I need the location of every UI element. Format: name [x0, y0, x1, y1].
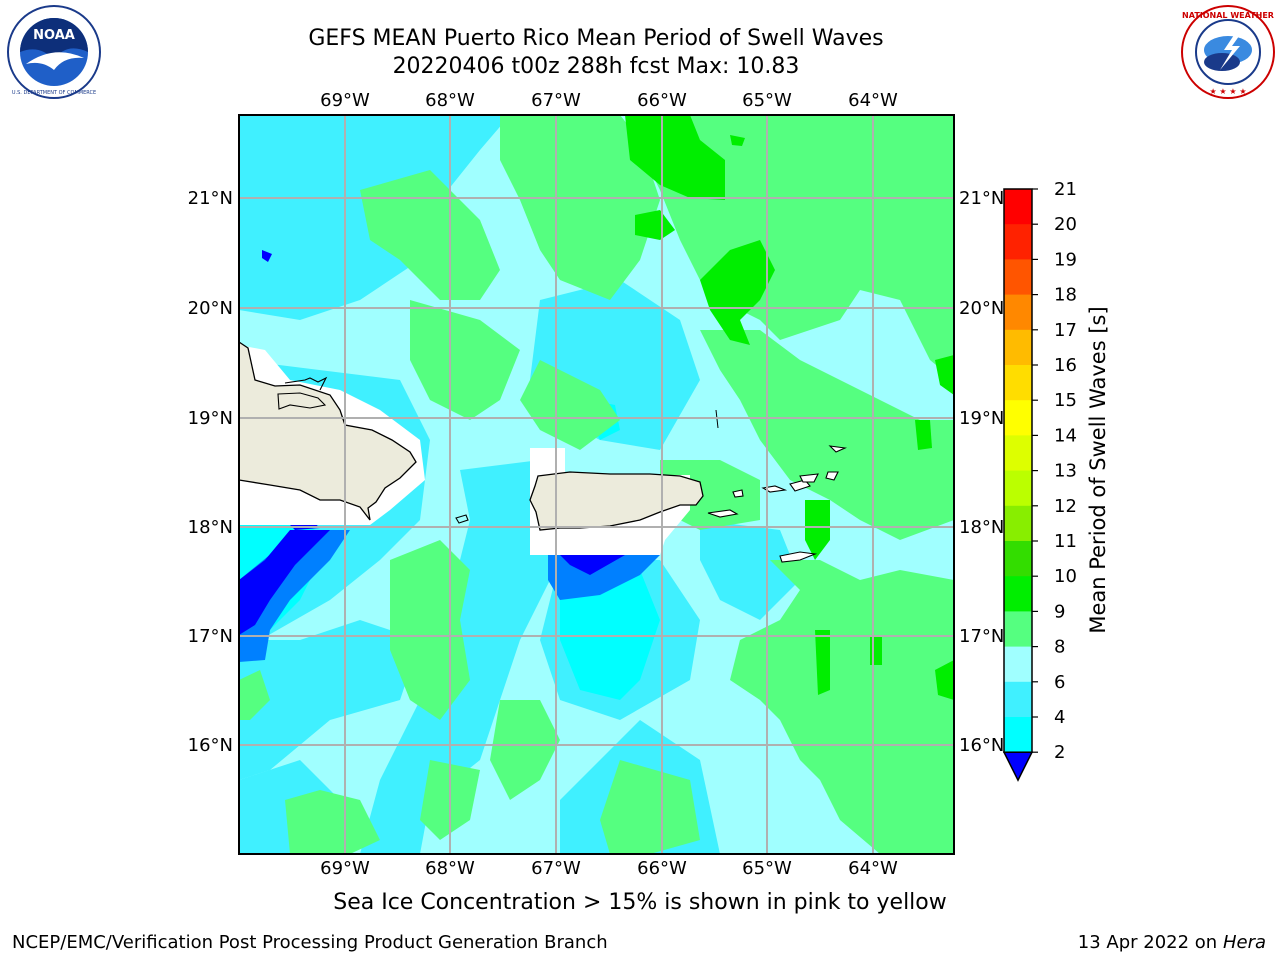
- svg-text:NOAA: NOAA: [33, 28, 75, 43]
- colorbar-tick-label: 21: [1054, 179, 1077, 200]
- virgin-islands: [707, 445, 848, 563]
- colorbar-segment: [1004, 365, 1032, 401]
- lon-label-bottom: 64°W: [848, 858, 898, 879]
- lat-label-right: 17°N: [959, 626, 1004, 647]
- lon-label-bottom: 69°W: [320, 858, 370, 879]
- lat-label-right: 21°N: [959, 188, 1004, 209]
- colorbar-tick-label: 4: [1054, 707, 1065, 728]
- colorbar-label: Mean Period of Swell Waves [s]: [1086, 306, 1110, 633]
- puerto-rico-land: [529, 471, 704, 531]
- lon-label-top: 67°W: [531, 90, 581, 111]
- colorbar-tick-label: 13: [1054, 461, 1077, 482]
- lat-label-left: 18°N: [188, 517, 233, 538]
- colorbar-segment: [1004, 646, 1032, 683]
- field-10-11s: [256, 115, 954, 700]
- lon-label-bottom: 66°W: [637, 858, 687, 879]
- colorbar-tick-label: 19: [1054, 249, 1077, 270]
- svg-text:★ ★ ★ ★: ★ ★ ★ ★: [1209, 87, 1246, 96]
- colorbar-tick-label: 15: [1054, 390, 1077, 411]
- noaa-logo: NOAA U.S. DEPARTMENT OF COMMERCE: [7, 5, 101, 99]
- colorbar-tick-label: 20: [1054, 214, 1077, 235]
- lon-label-top: 65°W: [742, 90, 792, 111]
- lon-label-top: 69°W: [320, 90, 370, 111]
- colorbar-segment: [1004, 470, 1032, 507]
- colorbar-segment: [1004, 681, 1032, 718]
- colorbar-tick-label: 14: [1054, 425, 1077, 446]
- lat-label-right: 20°N: [959, 298, 1004, 319]
- date-text: 13 Apr 2022 on Hera: [1078, 932, 1266, 953]
- map-subtitle: 20220406 t00z 288h fcst Max: 10.83: [392, 54, 800, 79]
- colorbar-segment: [1004, 541, 1032, 577]
- colorbar-segment: [1004, 435, 1032, 472]
- svg-text:NATIONAL WEATHER: NATIONAL WEATHER: [1182, 11, 1274, 20]
- lat-label-left: 21°N: [188, 188, 233, 209]
- colorbar-tick-label: 10: [1054, 566, 1077, 587]
- map-frame: [238, 114, 955, 855]
- lon-label-top: 66°W: [637, 90, 687, 111]
- lon-label-bottom: 67°W: [531, 858, 581, 879]
- lat-label-left: 16°N: [188, 735, 233, 756]
- colorbar-tick-label: 6: [1054, 672, 1065, 693]
- mona-island: [455, 514, 469, 524]
- lat-label-right: 19°N: [959, 408, 1004, 429]
- colorbar-segment: [1004, 294, 1032, 331]
- colorbar-tick-label: 12: [1054, 496, 1077, 517]
- lon-label-top: 68°W: [425, 90, 475, 111]
- colorbar: 21 20 19 18 17 16 15 14 13 12 11 10 9 8 6 4 2: [1002, 179, 1077, 782]
- hispaniola-north-coast: [277, 392, 327, 410]
- colorbar-tick-label: 8: [1054, 637, 1065, 658]
- lat-label-left: 17°N: [188, 626, 233, 647]
- lon-label-bottom: 65°W: [742, 858, 792, 879]
- colorbar-segment: [1004, 611, 1032, 648]
- svg-text:U.S. DEPARTMENT OF COMMERCE: U.S. DEPARTMENT OF COMMERCE: [12, 90, 96, 96]
- colorbar-segment: [1004, 189, 1032, 225]
- lat-label-left: 20°N: [188, 298, 233, 319]
- sea-ice-note: Sea Ice Concentration > 15% is shown in …: [333, 890, 947, 915]
- colorbar-segment: [1004, 329, 1032, 366]
- graticule: [239, 115, 954, 854]
- lon-label-top: 64°W: [848, 90, 898, 111]
- lat-label-right: 18°N: [959, 517, 1004, 538]
- tortuga-island: [284, 376, 328, 391]
- colorbar-tick-label: 17: [1054, 320, 1077, 341]
- colorbar-segment: [1004, 259, 1032, 296]
- credit-text: NCEP/EMC/Verification Post Processing Pr…: [12, 932, 608, 953]
- colorbar-extension: [1002, 751, 1034, 782]
- hispaniola-land: [239, 341, 417, 521]
- lat-label-right: 16°N: [959, 735, 1004, 756]
- lat-label-left: 19°N: [188, 408, 233, 429]
- colorbar-segment: [1004, 224, 1032, 260]
- nws-logo: NATIONAL WEATHER ★ ★ ★ ★: [1181, 5, 1275, 99]
- machine-name: Hera: [1222, 932, 1266, 953]
- colorbar-segment: [1004, 505, 1032, 542]
- colorbar-tick-label: 9: [1054, 601, 1065, 622]
- map-title: GEFS MEAN Puerto Rico Mean Period of Swe…: [308, 26, 884, 51]
- date-label: 13 Apr 2022 on: [1077, 932, 1218, 953]
- colorbar-segment: [1004, 576, 1032, 612]
- colorbar-segment: [1004, 717, 1032, 753]
- colorbar-tick-label: 11: [1054, 531, 1077, 552]
- colorbar-segment: [1004, 400, 1032, 436]
- colorbar-tick-label: 16: [1054, 355, 1077, 376]
- colorbar-tick-label: 2: [1054, 742, 1065, 763]
- colorbar-tick-label: 18: [1054, 285, 1077, 306]
- lon-label-bottom: 68°W: [425, 858, 475, 879]
